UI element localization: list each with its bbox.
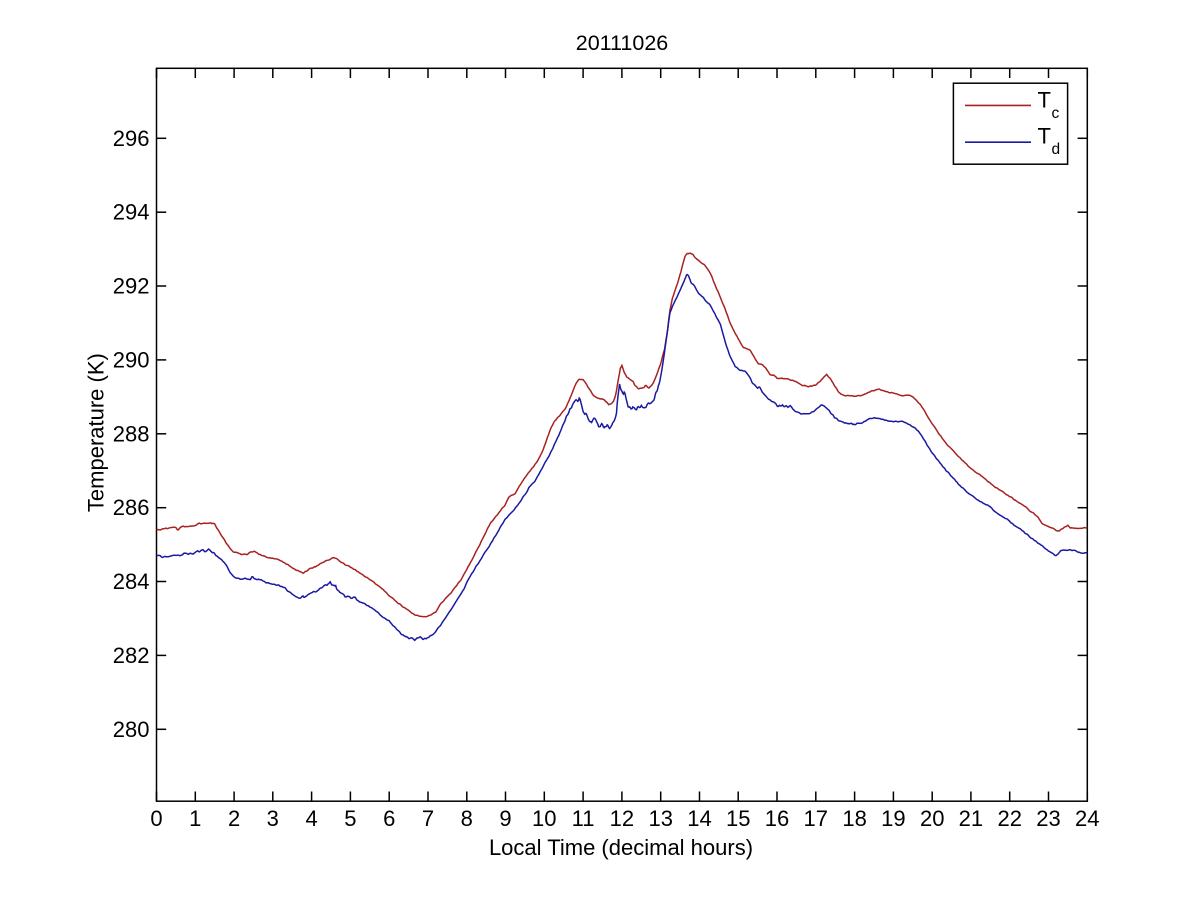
svg-text:284: 284	[113, 569, 150, 594]
svg-text:5: 5	[344, 806, 356, 831]
svg-text:1: 1	[189, 806, 201, 831]
svg-text:c: c	[1052, 105, 1060, 122]
svg-text:19: 19	[881, 806, 905, 831]
svg-text:T: T	[1038, 124, 1051, 149]
svg-text:290: 290	[113, 347, 150, 372]
svg-text:17: 17	[804, 806, 828, 831]
svg-text:23: 23	[1036, 806, 1060, 831]
svg-text:282: 282	[113, 643, 150, 668]
svg-text:24: 24	[1075, 806, 1099, 831]
svg-text:Temperature (K): Temperature (K)	[84, 353, 109, 512]
svg-text:296: 296	[113, 126, 150, 151]
svg-text:T: T	[1038, 87, 1051, 112]
svg-text:14: 14	[687, 806, 711, 831]
svg-text:15: 15	[726, 806, 750, 831]
svg-text:21: 21	[959, 806, 983, 831]
svg-text:20111026: 20111026	[576, 31, 669, 55]
svg-text:6: 6	[383, 806, 395, 831]
svg-text:20: 20	[920, 806, 944, 831]
svg-text:8: 8	[461, 806, 473, 831]
svg-text:2: 2	[228, 806, 240, 831]
svg-text:4: 4	[305, 806, 317, 831]
svg-text:294: 294	[113, 200, 150, 225]
svg-text:Local Time (decimal hours): Local Time (decimal hours)	[489, 835, 753, 860]
svg-text:0: 0	[150, 806, 162, 831]
svg-text:22: 22	[997, 806, 1021, 831]
svg-text:288: 288	[113, 421, 150, 446]
svg-text:280: 280	[113, 717, 150, 742]
svg-text:13: 13	[648, 806, 672, 831]
svg-text:10: 10	[532, 806, 556, 831]
svg-text:292: 292	[113, 274, 150, 299]
svg-text:12: 12	[610, 806, 634, 831]
svg-text:7: 7	[422, 806, 434, 831]
svg-text:9: 9	[499, 806, 511, 831]
svg-text:d: d	[1052, 141, 1061, 158]
svg-text:3: 3	[267, 806, 279, 831]
svg-text:16: 16	[765, 806, 789, 831]
svg-text:18: 18	[842, 806, 866, 831]
svg-text:11: 11	[572, 806, 595, 831]
svg-text:286: 286	[113, 495, 150, 520]
